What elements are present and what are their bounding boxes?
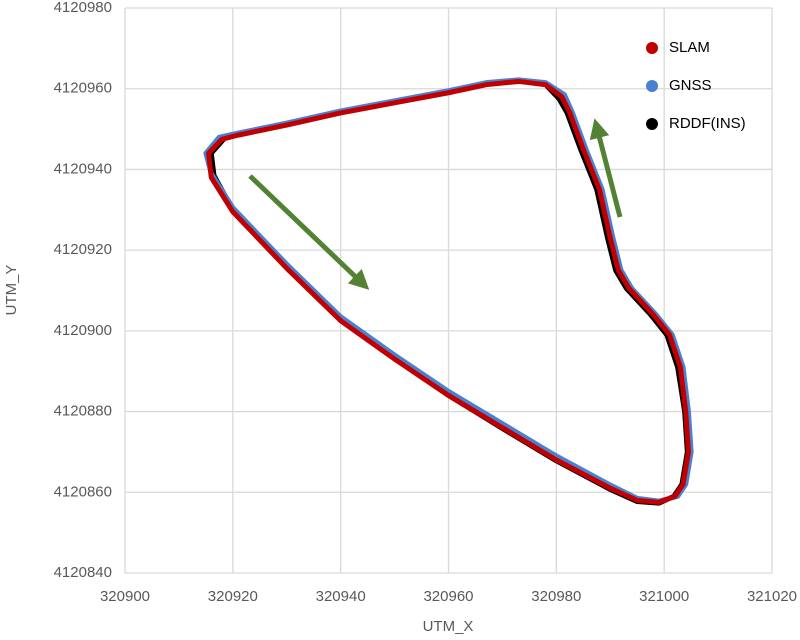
legend-marker [646,42,658,54]
y-tick-label: 4120940 [54,160,112,177]
x-tick-label: 321000 [639,588,689,605]
y-tick-label: 4120880 [54,403,112,420]
direction-arrow [589,118,623,218]
y-axis-title: UTM_Y [3,265,20,316]
x-tick-label: 320900 [100,588,150,605]
y-tick-label: 4120980 [54,0,112,16]
x-tick-label: 320960 [423,588,473,605]
direction-arrow [248,174,370,290]
plot-lines [203,77,694,506]
x-axis-title: UTM_X [423,618,474,635]
y-tick-label: 4120840 [54,564,112,581]
x-tick-label: 321020 [747,588,797,605]
legend: SLAM GNSS RDDF(INS) [646,39,746,132]
tick-labels: 4120840 4120860 4120880 4120900 4120920 41209… [54,0,797,605]
y-tick-label: 4120960 [54,80,112,97]
legend-label: GNSS [669,77,712,94]
x-tick-label: 320980 [531,588,581,605]
y-tick-label: 4120900 [54,322,112,339]
y-tick-label: 4120860 [54,483,112,500]
grid [124,7,773,574]
x-tick-label: 320920 [208,588,258,605]
series-line [206,78,691,505]
series-line [208,78,690,506]
legend-marker [646,118,658,130]
legend-label: SLAM [669,39,710,56]
legend-marker [646,80,658,92]
legend-label: RDDF(INS) [669,115,746,132]
x-tick-label: 320940 [316,588,366,605]
y-tick-label: 4120920 [54,241,112,258]
